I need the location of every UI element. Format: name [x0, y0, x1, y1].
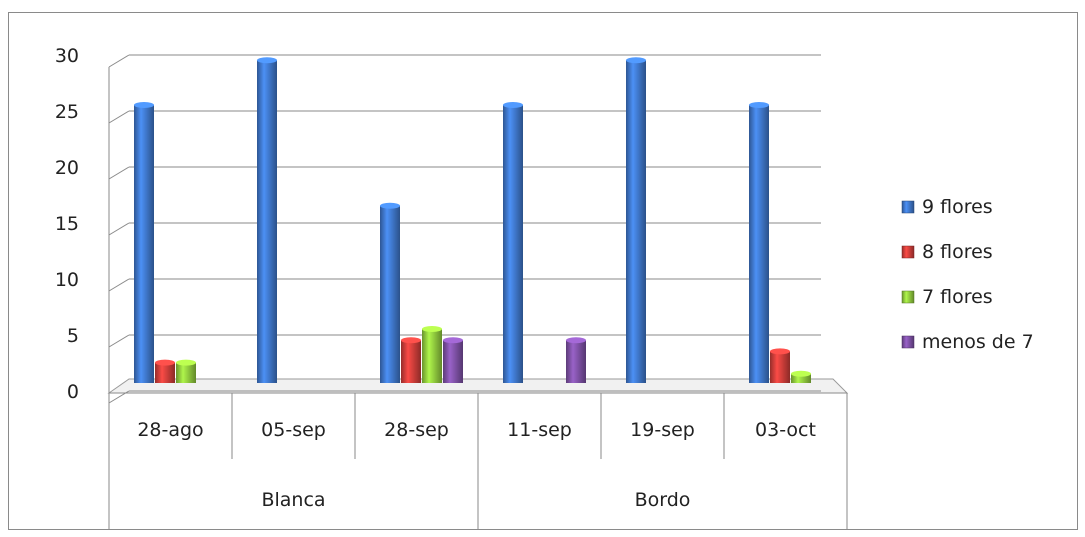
y-tick-label: 25	[55, 101, 79, 123]
x-group-label: Blanca	[261, 489, 325, 511]
bar-top	[791, 370, 811, 377]
bar-top	[749, 102, 769, 108]
bar	[401, 337, 421, 383]
bar-top	[401, 337, 421, 344]
legend-label: 7 flores	[922, 286, 993, 308]
bar-body	[566, 340, 586, 383]
bar-body	[422, 329, 442, 383]
bar	[422, 326, 442, 383]
bar	[770, 348, 790, 383]
legend-label: menos de 7	[922, 331, 1034, 353]
y-tick-label: 10	[55, 269, 79, 291]
bar-top	[155, 359, 175, 366]
bar-top	[566, 337, 586, 344]
bars	[134, 57, 811, 383]
bar-body	[401, 340, 421, 383]
y-tick-label: 20	[55, 157, 79, 179]
bar-body	[443, 340, 463, 383]
legend-item: 8 flores	[901, 241, 993, 263]
bar-top	[443, 337, 463, 344]
y-tick-label: 5	[67, 325, 79, 347]
bar	[134, 102, 154, 383]
bar-body	[503, 105, 523, 383]
gridline-diag	[108, 334, 130, 348]
legend-swatch	[901, 335, 915, 349]
bar-body	[134, 105, 154, 383]
x-category-label: 05-sep	[261, 419, 326, 441]
bar-top	[503, 102, 523, 108]
y-tick-label: 30	[55, 45, 79, 67]
bar	[443, 337, 463, 383]
bar	[749, 102, 769, 383]
bar-body	[257, 60, 277, 383]
bar	[380, 202, 400, 383]
bar	[257, 57, 277, 383]
bar-body	[791, 373, 811, 383]
legend: 9 flores 8 flores 7 flores menos de 7	[901, 196, 1034, 353]
bar-body	[770, 351, 790, 383]
gridline-diag	[108, 166, 130, 180]
bar-top	[257, 57, 277, 64]
legend-swatch	[901, 245, 915, 259]
legend-label: 8 flores	[922, 241, 993, 263]
bar-body	[626, 60, 646, 383]
bar	[503, 102, 523, 383]
bar-body	[380, 205, 400, 383]
bar-top	[380, 202, 400, 209]
axes: 0 5 10 15 20 25 30	[55, 45, 110, 403]
y-tick-label: 15	[55, 213, 79, 235]
legend-label: 9 flores	[922, 196, 993, 218]
legend-swatch	[901, 290, 915, 304]
legend-swatch	[901, 200, 915, 214]
bar-chart: 0 5 10 15 20 25 30 28-ago 05-sep 28-sep 11-sep 19-…	[55, 45, 1034, 529]
bar-top	[770, 348, 790, 355]
bar-top	[176, 359, 196, 366]
x-category-labels: 28-ago 05-sep 28-sep 11-sep 19-sep 03-oct	[108, 392, 848, 529]
bar	[626, 57, 646, 383]
bar-top	[626, 57, 646, 64]
gridline-diag	[108, 278, 130, 292]
bar-body	[176, 362, 196, 383]
bar	[155, 359, 175, 383]
x-category-label: 19-sep	[630, 419, 695, 441]
bar	[791, 370, 811, 383]
bar-body	[155, 362, 175, 383]
x-group-labels: Blanca Bordo	[261, 489, 690, 511]
bar	[176, 359, 196, 383]
gridline-diag	[108, 110, 130, 124]
legend-item: 7 flores	[901, 286, 993, 308]
x-category-label: 28-ago	[137, 419, 203, 441]
chart-frame: 0 5 10 15 20 25 30 28-ago 05-sep 28-sep 11-sep 19-…	[8, 12, 1078, 530]
gridline-diag	[108, 222, 130, 236]
y-tick-label: 0	[67, 381, 79, 403]
gridline-diag	[108, 54, 130, 68]
legend-item: menos de 7	[901, 331, 1034, 353]
x-category-label: 28-sep	[384, 419, 449, 441]
grid-lines	[107, 54, 849, 404]
x-category-label: 11-sep	[507, 419, 572, 441]
x-group-label: Bordo	[635, 489, 691, 511]
bar-body	[749, 105, 769, 383]
x-category-label: 03-oct	[755, 419, 816, 441]
bar	[566, 337, 586, 383]
bar-top	[134, 102, 154, 108]
legend-item: 9 flores	[901, 196, 993, 218]
bar-top	[422, 326, 442, 332]
